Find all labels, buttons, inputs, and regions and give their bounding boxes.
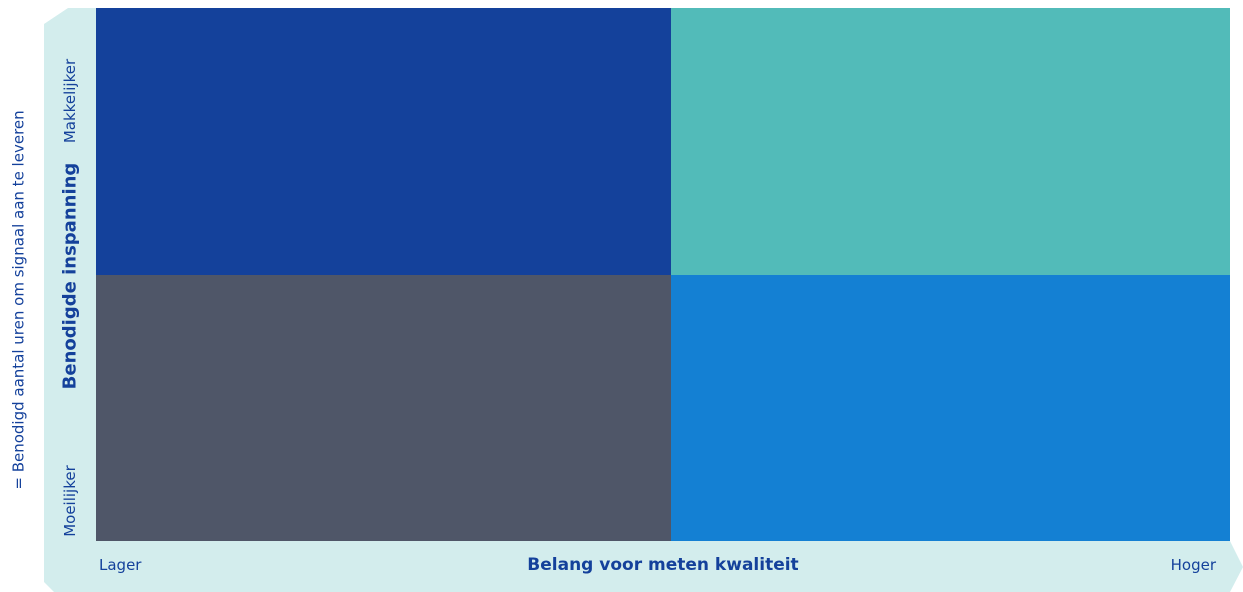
quadrant-bottom-left bbox=[96, 275, 671, 541]
quadrant-bottom-right bbox=[671, 275, 1230, 541]
quadrant-top-left bbox=[96, 8, 671, 275]
quadrant-top-right bbox=[671, 8, 1230, 275]
y-axis-high-label: Makkelijker bbox=[61, 58, 79, 143]
x-axis-high-label: Hoger bbox=[1170, 556, 1216, 574]
x-axis: Lager Belang voor meten kwaliteit Hoger bbox=[96, 552, 1230, 582]
x-axis-low-label: Lager bbox=[99, 556, 142, 574]
y-axis: Makkelijker Benodigde inspanning Moeilij… bbox=[52, 10, 88, 541]
x-axis-title: Belang voor meten kwaliteit bbox=[527, 555, 799, 575]
y-axis-low-label: Moeilijker bbox=[61, 464, 79, 537]
y-axis-title: Benodigde inspanning bbox=[59, 162, 81, 389]
quadrant-matrix bbox=[96, 8, 1230, 541]
